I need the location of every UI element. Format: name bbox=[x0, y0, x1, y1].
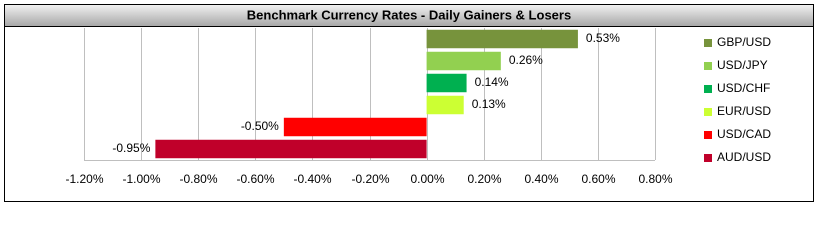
x-tick-label: -0.60% bbox=[236, 172, 274, 186]
x-tick-label: -1.00% bbox=[122, 172, 160, 186]
x-tick-label: 0.00% bbox=[410, 172, 444, 186]
x-tick-label: 0.80% bbox=[638, 172, 672, 186]
x-tick-label: -0.20% bbox=[351, 172, 389, 186]
legend-swatch bbox=[704, 62, 712, 70]
legend-label: EUR/USD bbox=[717, 104, 771, 118]
x-tick-label: 0.40% bbox=[524, 172, 558, 186]
legend-label: USD/JPY bbox=[717, 58, 768, 72]
chart-title: Benchmark Currency Rates - Daily Gainers… bbox=[247, 7, 571, 22]
legend-label: GBP/USD bbox=[717, 35, 771, 49]
value-label: -0.95% bbox=[112, 141, 150, 155]
title-bar bbox=[4, 4, 814, 27]
legend-swatch bbox=[704, 39, 712, 47]
value-label: 0.14% bbox=[475, 75, 509, 89]
bar bbox=[155, 139, 427, 159]
bar bbox=[426, 95, 464, 115]
legend-swatch bbox=[704, 154, 712, 162]
bar bbox=[426, 29, 578, 49]
legend-swatch bbox=[704, 108, 712, 116]
legend-label: USD/CAD bbox=[717, 127, 771, 141]
x-tick-label: -0.80% bbox=[179, 172, 217, 186]
bar bbox=[283, 117, 427, 137]
x-tick-label: 0.20% bbox=[467, 172, 501, 186]
legend-label: AUD/USD bbox=[717, 150, 771, 164]
x-tick-label: -0.40% bbox=[293, 172, 331, 186]
bar bbox=[426, 73, 467, 93]
value-label: 0.53% bbox=[586, 31, 620, 45]
chart-frame bbox=[4, 4, 814, 202]
x-tick-label: -1.20% bbox=[65, 172, 103, 186]
legend-swatch bbox=[704, 85, 712, 93]
chart: Benchmark Currency Rates - Daily Gainers… bbox=[4, 4, 814, 202]
value-label: 0.13% bbox=[472, 97, 506, 111]
legend-swatch bbox=[704, 131, 712, 139]
bar bbox=[426, 51, 501, 71]
legend-label: USD/CHF bbox=[717, 81, 770, 95]
value-label: 0.26% bbox=[509, 53, 543, 67]
x-tick-label: 0.60% bbox=[581, 172, 615, 186]
value-label: -0.50% bbox=[241, 119, 279, 133]
